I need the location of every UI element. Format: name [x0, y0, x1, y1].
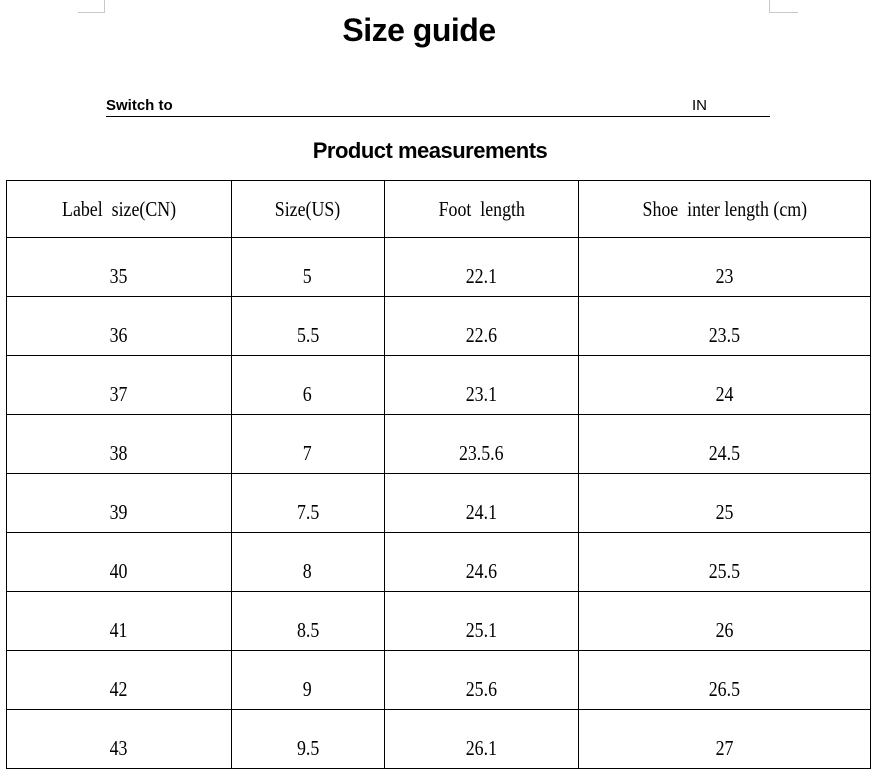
size-table: Label size(CN) Size(US) Foot length Shoe in…	[6, 180, 871, 769]
cell-value: 24.5	[709, 440, 741, 465]
table-cell: 27	[578, 709, 871, 769]
table-cell: 36	[6, 296, 232, 356]
cell-value: 36	[109, 322, 128, 347]
table-cell: 39	[6, 473, 232, 533]
cell-value: 25.5	[709, 558, 741, 583]
cell-value: 26.5	[709, 676, 741, 701]
unit-option-in[interactable]: IN	[692, 97, 707, 114]
page-corner-mark	[78, 0, 105, 13]
table-cell: 7	[230, 414, 385, 474]
cell-value: 26	[715, 617, 734, 642]
table-cell: 5	[230, 237, 385, 297]
table-row: 35 5 22.1 23	[6, 237, 871, 297]
cell-value: 40	[109, 558, 128, 583]
page-title: Size guide	[342, 12, 496, 48]
cell-value: 7	[303, 440, 313, 465]
table-cell: 9	[230, 650, 385, 710]
header-text: Size(US)	[274, 196, 341, 221]
cell-value: 27	[715, 735, 734, 760]
table-cell: 23.5	[578, 296, 871, 356]
page-corner-mark	[769, 0, 798, 13]
table-row: 36 5.5 22.6 23.5	[6, 296, 871, 356]
cell-value: 37	[109, 381, 128, 406]
column-header: Label size(CN)	[6, 180, 232, 238]
table-cell: 25.6	[383, 650, 580, 710]
table-cell: 5.5	[230, 296, 385, 356]
cell-value: 25.1	[465, 617, 498, 642]
cell-value: 8	[303, 558, 313, 583]
cell-value: 41	[109, 617, 128, 642]
unit-switch[interactable]: Switch to IN	[106, 97, 770, 117]
cell-value: 22.6	[465, 322, 498, 347]
table-cell: 40	[6, 532, 232, 592]
header-text: Foot length	[438, 196, 525, 221]
table-header-row: Label size(CN) Size(US) Foot length Shoe in…	[6, 180, 871, 238]
cell-value: 35	[109, 263, 128, 288]
table-cell: 43	[6, 709, 232, 769]
cell-value: 5.5	[296, 322, 319, 347]
table-cell: 26.1	[383, 709, 580, 769]
table-cell: 26.5	[578, 650, 871, 710]
cell-value: 22.1	[465, 263, 498, 288]
table-cell: 6	[230, 355, 385, 415]
column-header: Size(US)	[230, 180, 385, 238]
table-cell: 24.6	[383, 532, 580, 592]
table-row: 37 6 23.1 24	[6, 355, 871, 415]
table-cell: 26	[578, 591, 871, 651]
table-row: 38 7 23.5.6 24.5	[6, 414, 871, 474]
table-cell: 42	[6, 650, 232, 710]
table-cell: 22.6	[383, 296, 580, 356]
table-cell: 25.1	[383, 591, 580, 651]
table-cell: 38	[6, 414, 232, 474]
cell-value: 26.1	[465, 735, 498, 760]
table-row: 40 8 24.6 25.5	[6, 532, 871, 592]
cell-value: 24.6	[465, 558, 498, 583]
cell-value: 24.1	[465, 499, 498, 524]
table-cell: 9.5	[230, 709, 385, 769]
table-cell: 23	[578, 237, 871, 297]
cell-value: 7.5	[296, 499, 319, 524]
table-cell: 37	[6, 355, 232, 415]
table-cell: 8	[230, 532, 385, 592]
cell-value: 9.5	[296, 735, 319, 760]
table-cell: 25	[578, 473, 871, 533]
header-text: Shoe inter length (cm)	[642, 196, 807, 221]
switch-label: Switch to	[106, 97, 173, 114]
cell-value: 9	[303, 676, 313, 701]
cell-value: 5	[303, 263, 313, 288]
table-row: 41 8.5 25.1 26	[6, 591, 871, 651]
cell-value: 23.5.6	[459, 440, 504, 465]
table-cell: 41	[6, 591, 232, 651]
cell-value: 25.6	[465, 676, 498, 701]
cell-value: 8.5	[296, 617, 319, 642]
table-cell: 22.1	[383, 237, 580, 297]
table-cell: 24.5	[578, 414, 871, 474]
column-header: Shoe inter length (cm)	[578, 180, 871, 238]
cell-value: 43	[109, 735, 128, 760]
table-cell: 25.5	[578, 532, 871, 592]
table-cell: 23.1	[383, 355, 580, 415]
table-row: 39 7.5 24.1 25	[6, 473, 871, 533]
column-header: Foot length	[383, 180, 580, 238]
table-cell: 7.5	[230, 473, 385, 533]
section-title: Product measurements	[312, 138, 548, 163]
cell-value: 39	[109, 499, 128, 524]
table-cell: 23.5.6	[383, 414, 580, 474]
table-cell: 24.1	[383, 473, 580, 533]
table-row: 43 9.5 26.1 27	[6, 709, 871, 769]
cell-value: 23.1	[465, 381, 498, 406]
table-cell: 35	[6, 237, 232, 297]
table-cell: 8.5	[230, 591, 385, 651]
cell-value: 23	[715, 263, 734, 288]
table-row: 42 9 25.6 26.5	[6, 650, 871, 710]
cell-value: 38	[109, 440, 128, 465]
cell-value: 6	[303, 381, 313, 406]
cell-value: 24	[715, 381, 734, 406]
cell-value: 42	[109, 676, 128, 701]
table-cell: 24	[578, 355, 871, 415]
header-text: Label size(CN)	[61, 196, 176, 221]
cell-value: 25	[715, 499, 734, 524]
cell-value: 23.5	[709, 322, 741, 347]
